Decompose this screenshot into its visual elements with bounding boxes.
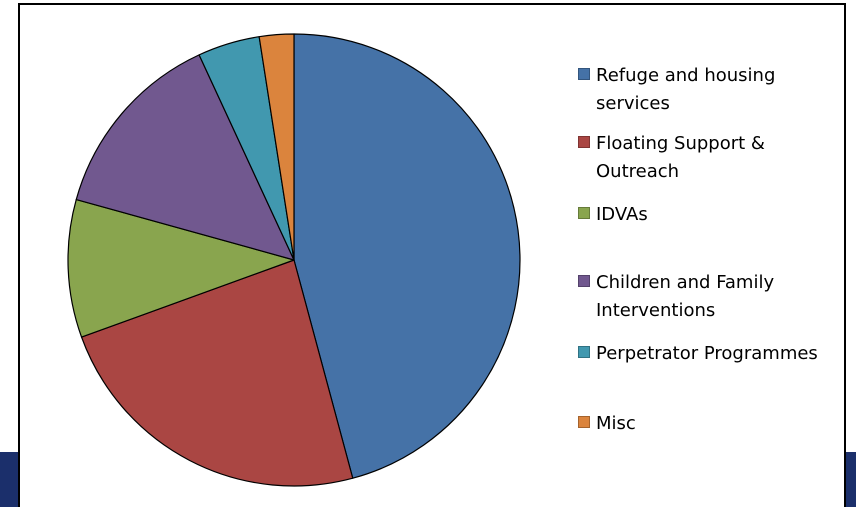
pie-slice-refuge (293, 33, 521, 479)
pie-slice-floating-support (80, 259, 354, 487)
legend-swatch-perpetrator (578, 346, 590, 358)
slide-accent-bar-right (846, 452, 856, 507)
legend-item-idvas: IDVAs (578, 201, 844, 229)
legend-label-children-family: Children and Family Interventions (596, 272, 775, 321)
legend-swatch-children-family (578, 275, 590, 287)
legend-item-misc: Misc (578, 410, 844, 438)
pie-slice-idvas (67, 198, 295, 338)
pie-slice-children-family (75, 54, 295, 261)
legend-label-idvas: IDVAs (596, 204, 648, 225)
legend-item-children-family: Children and Family Interventions (578, 269, 844, 325)
legend-label-floating-support: Floating Support & Outreach (596, 133, 765, 182)
chart-frame: Refuge and housing services Floating Sup… (18, 3, 846, 507)
legend-item-perpetrator: Perpetrator Programmes (578, 340, 844, 368)
legend-label-perpetrator: Perpetrator Programmes (596, 343, 818, 364)
pie-slice-misc (258, 33, 295, 261)
legend-swatch-floating-support (578, 136, 590, 148)
legend-swatch-misc (578, 416, 590, 428)
legend-swatch-idvas (578, 207, 590, 219)
legend-label-refuge: Refuge and housing services (596, 65, 776, 114)
slide-accent-bar-left (0, 452, 18, 507)
pie-chart (67, 33, 521, 487)
legend-label-misc: Misc (596, 413, 636, 434)
legend-swatch-refuge (578, 68, 590, 80)
legend-item-floating-support: Floating Support & Outreach (578, 130, 844, 186)
legend-item-refuge: Refuge and housing services (578, 62, 844, 118)
